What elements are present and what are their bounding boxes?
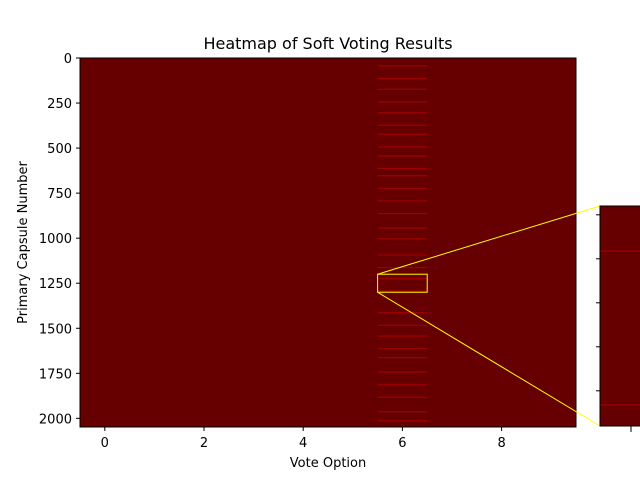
heatmap-cell (377, 277, 428, 280)
heatmap-cell (377, 396, 428, 398)
zoom-connector-bottom (377, 291, 601, 427)
chart-title: Heatmap of Soft Voting Results (203, 34, 452, 53)
heatmap-cell (377, 357, 428, 359)
heatmap-cell (377, 101, 428, 103)
y-tick-label: 750 (47, 187, 72, 202)
heatmap-cell (377, 175, 428, 177)
x-tick-label: 0 (101, 436, 109, 451)
x-tick-label: 2 (200, 436, 208, 451)
heatmap-cell (377, 324, 428, 326)
heatmap-cells (377, 65, 428, 422)
plot-area (79, 57, 577, 428)
heatmap-cell (377, 227, 428, 229)
heatmap-cell (377, 187, 428, 189)
zoom-connector-top (377, 205, 601, 275)
heatmap-cell (377, 384, 428, 386)
x-tick-label: 8 (497, 436, 505, 451)
y-tick-label: 0 (64, 52, 72, 67)
heatmap-cell (377, 124, 428, 126)
heatmap-cell (377, 267, 428, 269)
heatmap-cell (377, 88, 428, 90)
heatmap-cell (377, 371, 428, 373)
heatmap-cell (377, 411, 428, 413)
x-axis-title: Vote Option (290, 456, 366, 471)
inset-background (600, 206, 640, 426)
heatmap-cell (377, 146, 428, 148)
heatmap-cell (377, 348, 428, 350)
heatmap-cell (377, 112, 428, 114)
plot-frame (79, 57, 577, 428)
heatmap-cell (377, 133, 428, 135)
heatmap-cell (377, 254, 428, 256)
zoom-inset (596, 205, 640, 432)
x-tick-label: 4 (299, 436, 307, 451)
inset-cell (600, 250, 640, 252)
y-axis: 0 250 500 750 1000 1250 1500 1750 2000 (39, 52, 80, 427)
inset-cell (600, 404, 640, 406)
heatmap-cell (377, 420, 428, 422)
heatmap-cell (377, 238, 428, 240)
heatmap-cell (377, 155, 428, 157)
y-tick-label: 500 (47, 142, 72, 157)
y-axis-title: Primary Capsule Number (16, 161, 31, 324)
heatmap-cell (377, 65, 428, 67)
y-tick-label: 2000 (39, 412, 72, 427)
zoom-box (377, 273, 428, 293)
inset-frame (599, 205, 640, 427)
y-tick-label: 250 (47, 97, 72, 112)
heatmap-cell (377, 212, 428, 215)
inset-cells (600, 250, 640, 406)
x-axis: 0 2 4 6 8 (101, 427, 506, 451)
heatmap-background (80, 58, 576, 427)
heatmap-cell (377, 290, 428, 292)
heatmap-cell (377, 77, 428, 80)
y-tick-label: 1000 (39, 232, 72, 247)
inset-y-axis (596, 214, 600, 392)
y-tick-label: 1750 (39, 367, 72, 382)
heatmap-cell (377, 200, 428, 202)
x-tick-label: 6 (398, 436, 406, 451)
heatmap-cell (377, 167, 428, 170)
heatmap-cell (377, 312, 428, 314)
heatmap-cell (377, 335, 428, 337)
y-tick-label: 1250 (39, 277, 72, 292)
y-tick-label: 1500 (39, 322, 72, 337)
